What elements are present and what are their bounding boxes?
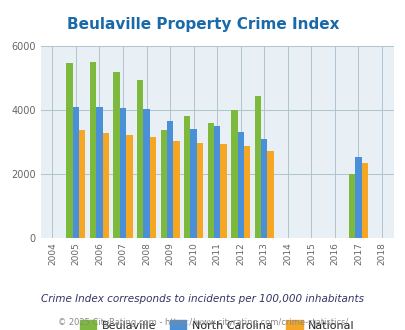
Text: © 2025 CityRating.com - https://www.cityrating.com/crime-statistics/: © 2025 CityRating.com - https://www.city… <box>58 318 347 327</box>
Bar <box>119 108 126 238</box>
Bar <box>113 72 119 238</box>
Bar <box>267 151 273 238</box>
Bar <box>243 146 249 238</box>
Bar <box>137 80 143 238</box>
Text: Beulaville Property Crime Index: Beulaville Property Crime Index <box>66 16 339 31</box>
Bar <box>166 121 173 238</box>
Legend: Beulaville, North Carolina, National: Beulaville, North Carolina, National <box>75 316 358 330</box>
Bar <box>66 63 72 238</box>
Bar <box>361 163 367 238</box>
Bar <box>149 137 156 238</box>
Bar <box>237 132 243 238</box>
Bar <box>96 107 102 238</box>
Bar <box>126 135 132 238</box>
Bar <box>354 157 361 238</box>
Bar <box>254 96 260 238</box>
Bar <box>207 123 213 238</box>
Bar <box>190 129 196 238</box>
Text: Crime Index corresponds to incidents per 100,000 inhabitants: Crime Index corresponds to incidents per… <box>41 294 364 304</box>
Bar <box>72 108 79 238</box>
Bar <box>196 143 202 238</box>
Bar <box>231 110 237 238</box>
Bar <box>102 133 109 238</box>
Bar <box>184 116 190 238</box>
Bar <box>173 141 179 238</box>
Bar <box>213 126 220 238</box>
Bar <box>160 130 166 238</box>
Bar <box>143 109 149 238</box>
Bar <box>260 139 267 238</box>
Bar <box>220 144 226 238</box>
Bar <box>348 174 354 238</box>
Bar <box>90 61 96 238</box>
Bar <box>79 130 85 238</box>
